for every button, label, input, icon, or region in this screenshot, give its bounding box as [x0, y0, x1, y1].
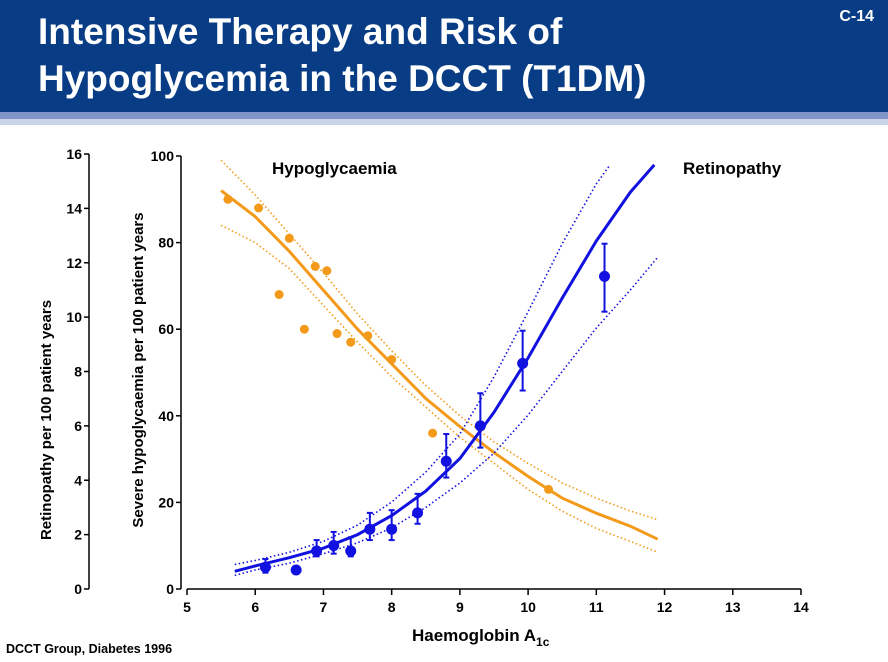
x-tick-label: 14 — [793, 599, 809, 615]
retinopathy-data-point — [345, 545, 357, 557]
slide-title-line-2: Hypoglycemia in the DCCT (T1DM) — [38, 58, 647, 99]
x-tick-label: 11 — [589, 599, 604, 615]
slide-title-line-1: Intensive Therapy and Risk of — [38, 11, 563, 52]
hypoglycaemia-data-point — [346, 337, 356, 347]
retinopathy-ci-upper — [234, 164, 611, 566]
retinopathy-data-point — [259, 561, 271, 573]
hypoglycaemia-data-point — [387, 355, 397, 365]
title-banner: Intensive Therapy and Risk of Hypoglycem… — [0, 0, 888, 112]
series-label-hypoglycaemia: Hypoglycaemia — [272, 159, 397, 178]
x-tick-label: 13 — [725, 599, 741, 615]
x-axis-label-main: Haemoglobin A — [412, 626, 536, 645]
right-tick-label: 20 — [158, 494, 174, 510]
x-tick-label: 10 — [520, 599, 536, 615]
right-tick-label: 40 — [158, 408, 174, 424]
hypoglycaemia-data-point — [332, 329, 342, 339]
hypoglycaemia-data-point — [284, 233, 294, 243]
right-tick-label: 80 — [158, 235, 174, 251]
retinopathy-data-point — [440, 455, 452, 467]
x-tick-label: 5 — [183, 599, 191, 615]
right-tick-label: 0 — [166, 581, 174, 597]
x-tick-label: 9 — [456, 599, 464, 615]
x-tick-label: 6 — [251, 599, 259, 615]
retinopathy-data-point — [328, 540, 340, 551]
retinopathy-data-point — [290, 564, 302, 576]
right-tick-label: 100 — [151, 148, 175, 164]
hypoglycaemia-data-point — [274, 290, 284, 300]
retinopathy-ci-lower — [234, 256, 659, 577]
x-tick-label: 7 — [320, 599, 328, 615]
y-axis-label-left: Retinopathy per 100 patient years — [38, 300, 55, 540]
hypoglycaemia-data-point — [322, 266, 332, 276]
source-citation: DCCT Group, Diabetes 1996 — [6, 642, 173, 656]
right-tick-label: 60 — [158, 321, 174, 337]
left-tick-label: 16 — [66, 146, 82, 162]
retinopathy-data-point — [364, 523, 376, 535]
retinopathy-data-point — [311, 545, 323, 557]
retinopathy-data-point — [599, 270, 611, 282]
retinopathy-data-point — [474, 420, 486, 432]
x-axis-label-subscript: 1c — [536, 635, 550, 649]
header-divider-light — [0, 119, 888, 125]
left-tick-label: 4 — [74, 472, 82, 488]
x-tick-label: 8 — [388, 599, 396, 615]
hypoglycaemia-data-point — [310, 261, 320, 271]
hypoglycaemia-data-point — [544, 484, 554, 494]
retinopathy-data-point — [386, 523, 398, 535]
y-axis-label-right: Severe hypoglycaemia per 100 patient yea… — [130, 212, 147, 527]
series-label-retinopathy: Retinopathy — [683, 159, 782, 178]
left-tick-label: 10 — [66, 309, 82, 325]
retinopathy-fit-line — [234, 163, 656, 573]
hypoglycaemia-data-point — [299, 324, 309, 334]
header-divider-dark — [0, 112, 888, 119]
data-points — [223, 194, 611, 576]
left-tick-label: 6 — [74, 418, 82, 434]
hypoglycaemia-ci-lower — [220, 224, 658, 553]
hypoglycaemia-data-point — [254, 203, 264, 213]
retinopathy-data-point — [517, 357, 529, 369]
slide-title: Intensive Therapy and Risk of Hypoglycem… — [38, 8, 647, 102]
slide-code: C-14 — [839, 8, 874, 25]
left-tick-label: 12 — [66, 255, 82, 271]
hypoglycaemia-data-point — [363, 331, 373, 341]
hypoglycaemia-data-point — [223, 194, 233, 204]
hypoglycaemia-data-point — [428, 428, 438, 438]
left-tick-label: 8 — [74, 364, 82, 380]
x-tick-label: 12 — [657, 599, 673, 615]
x-axis-label: Haemoglobin A1c — [412, 626, 550, 649]
fit-curves — [220, 159, 659, 577]
left-tick-label: 14 — [66, 200, 82, 216]
axes: 0 2 4 6 8 10 12 14 16 0 20 40 60 80 100 5 6 7 8 9 10 11 12 13 14 — [66, 146, 809, 615]
left-tick-label: 2 — [74, 527, 82, 543]
retinopathy-data-point — [412, 507, 424, 519]
hypoglycaemia-fit-line — [220, 189, 659, 541]
chart-labels: Hypoglycaemia Retinopathy Haemoglobin A1… — [38, 159, 782, 649]
left-tick-label: 0 — [74, 581, 82, 597]
hypoglycaemia-ci-upper — [220, 159, 658, 521]
